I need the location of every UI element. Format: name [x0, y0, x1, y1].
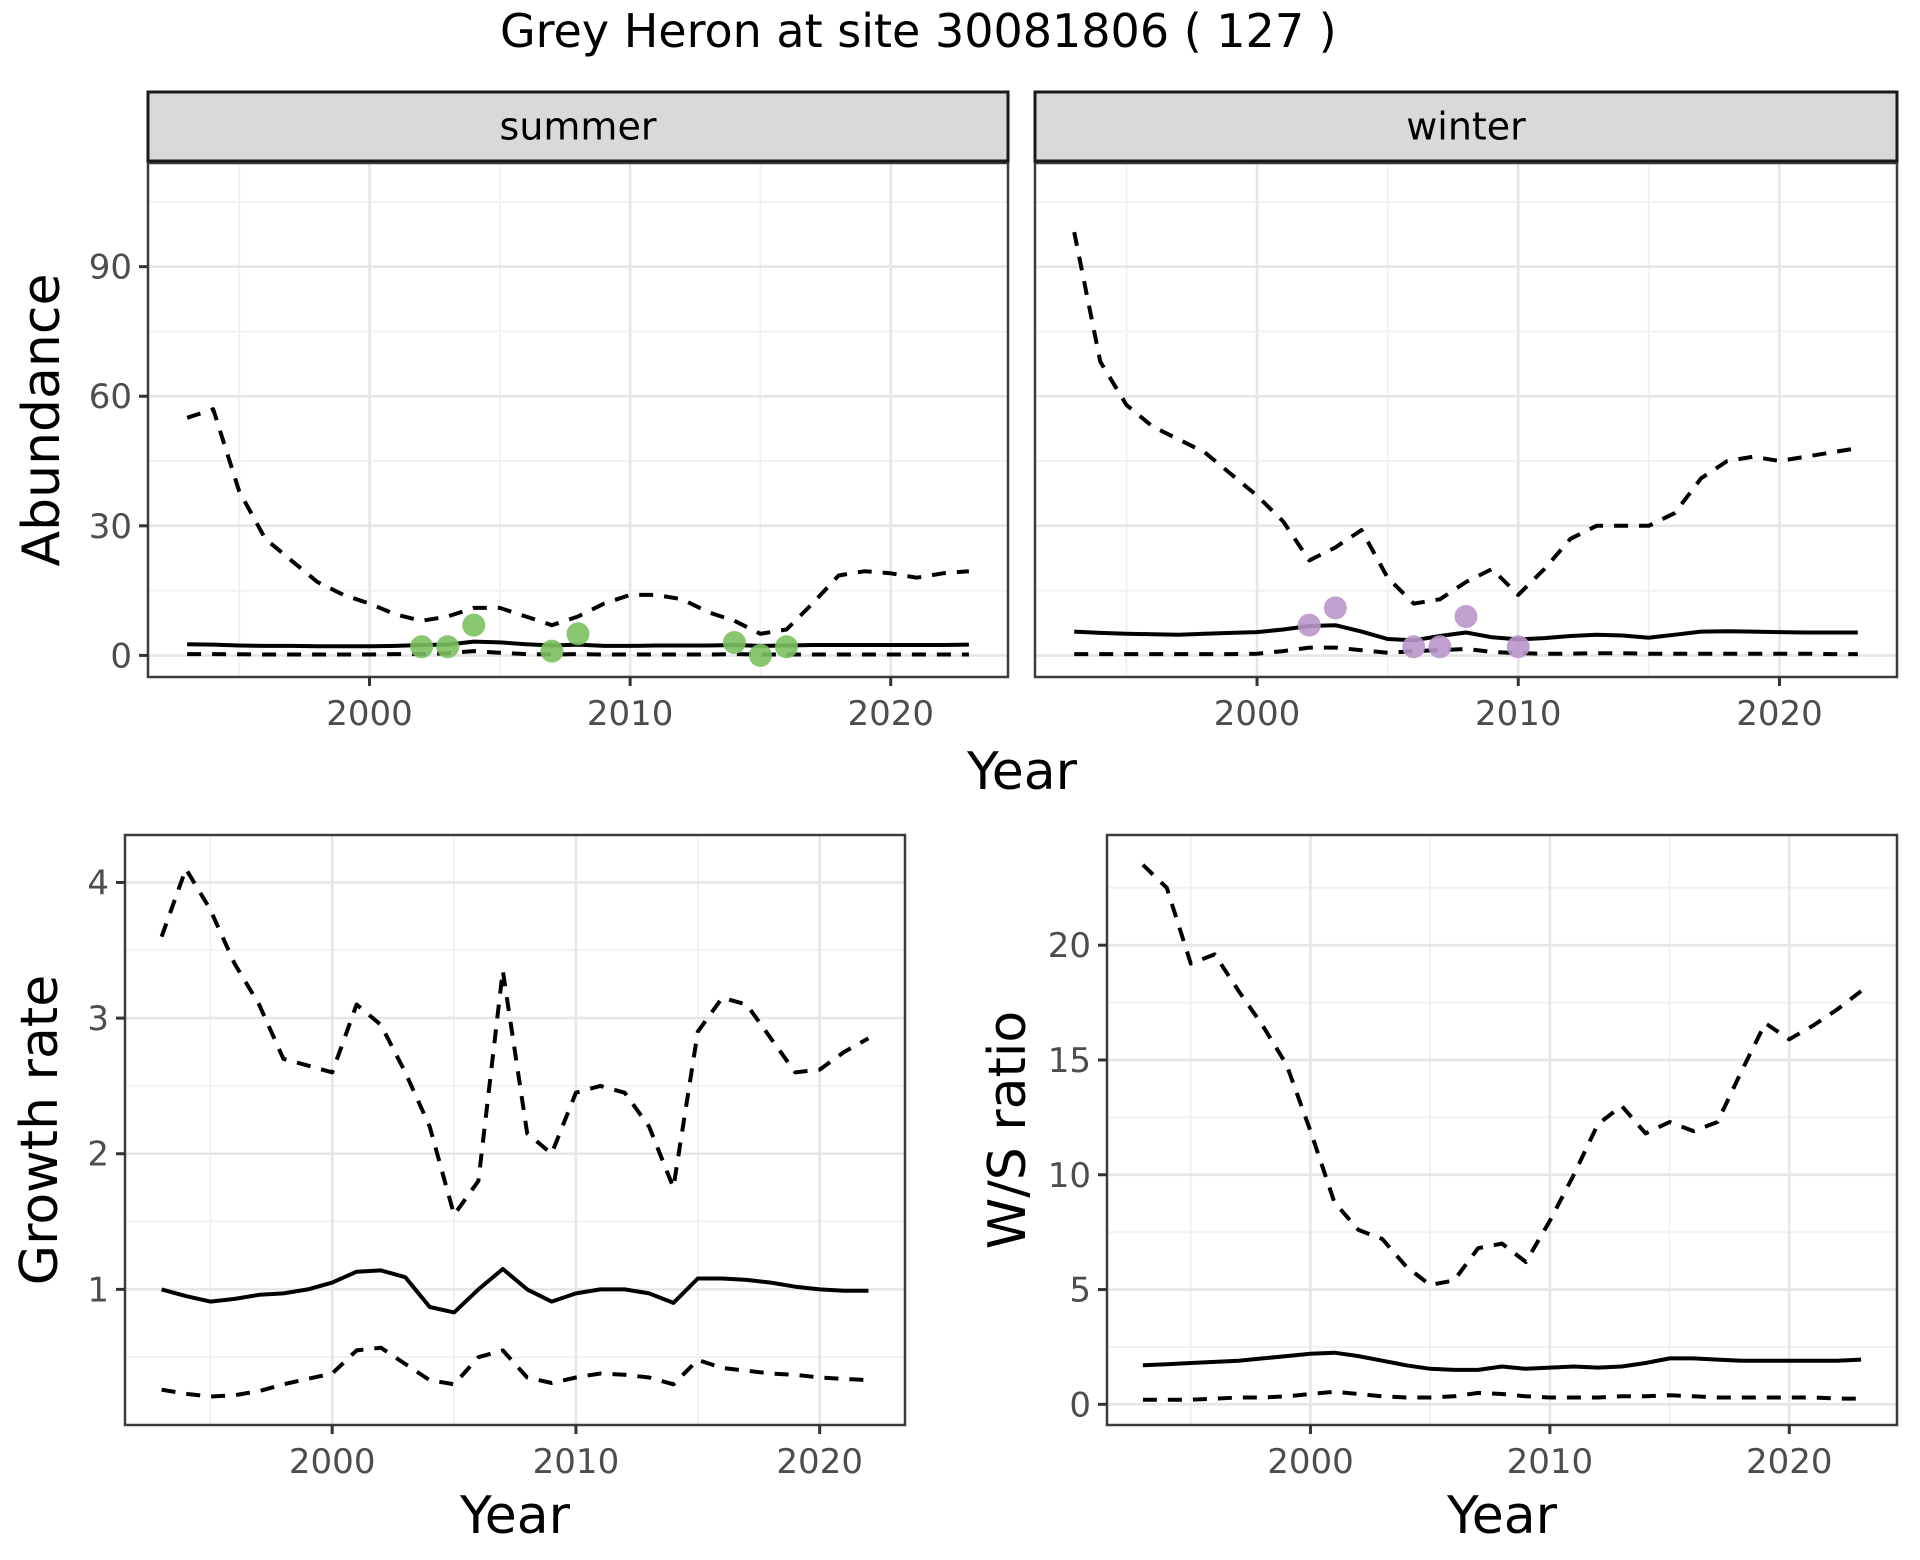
y-tick-label: 0 [110, 636, 132, 676]
panel-abundance-winter: 2000 2010 2020 winter [1033, 90, 1899, 734]
chart-title: Grey Heron at site 30081806 ( 127 ) [500, 4, 1337, 58]
facet-strip-label: winter [1406, 105, 1526, 149]
panel-background [1035, 163, 1897, 677]
x-tick-label: 2020 [1736, 694, 1823, 734]
x-axis-title-year-bottom-left: Year [459, 1486, 571, 1546]
lower_95ci-line [187, 649, 969, 657]
median-line [161, 1267, 869, 1315]
y-tick-label: 3 [87, 999, 109, 1039]
observation-point [722, 630, 746, 654]
panel-border [1033, 161, 1899, 679]
y-tick-label: 15 [1048, 1041, 1091, 1081]
y-tick-label: 20 [1048, 926, 1091, 966]
panel-background [125, 835, 905, 1425]
y-tick-label: 90 [89, 248, 132, 288]
panel-border [1105, 833, 1899, 1427]
panel-abundance-summer: 2000 2010 2020 0 30 60 90 summer [89, 90, 1010, 734]
observation-point [410, 635, 434, 659]
observation-point [1428, 635, 1452, 659]
y-axis-title-growth-rate: Growth rate [10, 974, 70, 1286]
y-tick-label: 1 [87, 1270, 109, 1310]
observation-point [1323, 596, 1347, 620]
observation-point [1297, 613, 1321, 637]
panel-background [1107, 835, 1897, 1425]
x-tick-label: 2010 [533, 1442, 620, 1482]
observation-point [436, 635, 460, 659]
upper_95ci-line [186, 407, 970, 636]
facet-strip [146, 90, 1010, 163]
y-tick-label: 30 [89, 507, 132, 547]
x-tick-label: 2020 [1746, 1442, 1833, 1482]
upper_95ci-line [159, 866, 870, 1217]
panel-border [146, 161, 1010, 679]
panel-ws-ratio: 2000 2010 2020 0 5 10 15 20 [1048, 833, 1899, 1482]
x-tick-label: 2000 [1267, 1442, 1354, 1482]
upper_95ci-line [1072, 231, 1859, 606]
observation-point [748, 643, 772, 667]
y-tick-label: 4 [87, 863, 109, 903]
y-axis-title-ws-ratio: W/S ratio [978, 1010, 1038, 1250]
x-axis-title-year-top: Year [966, 742, 1078, 802]
y-tick-label: 0 [1069, 1385, 1091, 1425]
lines-growth-rate [159, 866, 870, 1399]
lines-abundance-summer [186, 407, 970, 667]
y-tick-label: 10 [1048, 1156, 1091, 1196]
x-tick-label: 2000 [289, 1442, 376, 1482]
observation-point [462, 613, 486, 637]
x-tick-label: 2010 [1475, 694, 1562, 734]
panel-border [123, 833, 907, 1427]
lower_95ci-line [1142, 1389, 1862, 1402]
lines-ws-ratio [1141, 863, 1863, 1402]
y-tick-label: 60 [89, 377, 132, 417]
facet-strip-label: summer [500, 105, 657, 149]
observation-point [566, 622, 590, 646]
x-tick-label: 2010 [1507, 1442, 1594, 1482]
observation-point [540, 639, 564, 663]
lower_95ci-line [161, 1345, 869, 1399]
y-axis-title-abundance: Abundance [12, 273, 72, 567]
x-tick-label: 2020 [847, 694, 934, 734]
x-tick-label: 2020 [776, 1442, 863, 1482]
x-tick-label: 2000 [326, 694, 413, 734]
median-line [1074, 623, 1858, 643]
lines-abundance-winter [1072, 231, 1859, 659]
panel-growth-rate: 2000 2010 2020 1 2 3 4 [87, 833, 907, 1482]
y-tick-label: 2 [87, 1135, 109, 1175]
median-line [1142, 1350, 1862, 1372]
observation-point [774, 635, 798, 659]
facet-strip [1033, 90, 1899, 163]
observation-point [1454, 605, 1478, 629]
x-axis-title-year-bottom-right: Year [1446, 1486, 1558, 1546]
observation-point [1402, 635, 1426, 659]
y-tick-label: 5 [1069, 1271, 1091, 1311]
x-tick-label: 2010 [587, 694, 674, 734]
x-tick-label: 2000 [1214, 694, 1301, 734]
upper_95ci-line [1141, 863, 1863, 1287]
lower_95ci-line [1074, 645, 1858, 657]
panel-background [148, 163, 1008, 677]
observation-point [1506, 635, 1530, 659]
